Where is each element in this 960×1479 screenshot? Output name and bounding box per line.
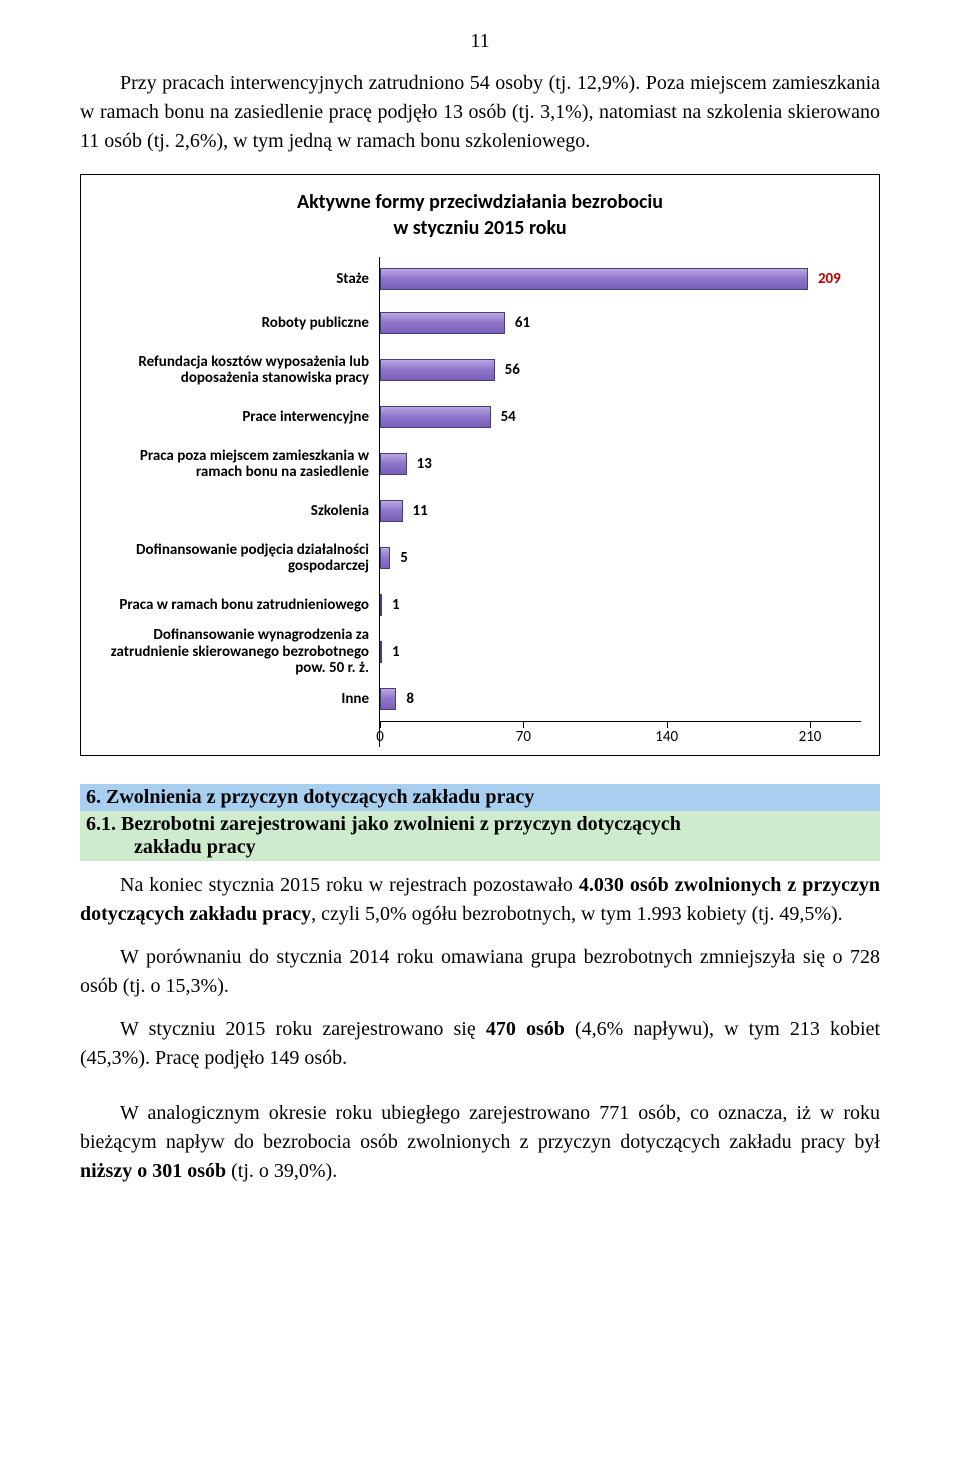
chart-bar bbox=[380, 406, 491, 428]
chart-category-label: Inne bbox=[99, 691, 379, 708]
axis-tick-label: 140 bbox=[655, 728, 678, 746]
axis-spacer bbox=[99, 721, 379, 747]
axis-tick-label: 70 bbox=[516, 728, 531, 746]
chart-title-line2: w styczniu 2015 roku bbox=[393, 216, 566, 240]
chart-category-label: Dofinansowanie wynagrodzenia za zatrudni… bbox=[99, 627, 379, 677]
chart-row-plot: 209 bbox=[379, 257, 861, 301]
chart-row-plot: 1 bbox=[379, 583, 861, 627]
chart-row-plot: 5 bbox=[379, 533, 861, 583]
chart-category-label: Praca w ramach bonu zatrudnieniowego bbox=[99, 597, 379, 614]
chart-row-plot: 11 bbox=[379, 489, 861, 533]
chart-bar bbox=[380, 500, 403, 522]
chart-bar-value: 5 bbox=[400, 549, 408, 567]
axis-tick-label: 0 bbox=[376, 728, 384, 746]
chart-row: Prace interwencyjne 54 bbox=[99, 395, 861, 439]
paragraph-4: W styczniu 2015 roku zarejestrowano się … bbox=[80, 1015, 880, 1073]
page-number: 11 bbox=[80, 30, 880, 53]
section-6-heading: 6. Zwolnienia z przyczyn dotyczących zak… bbox=[80, 784, 880, 811]
chart-category-label: Dofinansowanie podjęcia działalności gos… bbox=[99, 542, 379, 575]
paragraph-5: W analogicznym okresie roku ubiegłego za… bbox=[80, 1099, 880, 1186]
chart-bar bbox=[380, 268, 808, 290]
axis-tick-label: 210 bbox=[799, 728, 822, 746]
p5-bold: niższy o 301 osób bbox=[80, 1160, 226, 1182]
chart-x-axis: 0 70 140 210 bbox=[99, 721, 861, 747]
chart-row: Praca w ramach bonu zatrudnieniowego 1 bbox=[99, 583, 861, 627]
chart-bar-value: 1 bbox=[392, 596, 400, 614]
paragraph-2: Na koniec stycznia 2015 roku w rejestrac… bbox=[80, 871, 880, 929]
paragraph-intro: Przy pracach interwencyjnych zatrudniono… bbox=[80, 69, 880, 156]
chart-bar-value: 56 bbox=[505, 361, 520, 379]
chart-plot-area: Staże 209 Roboty publiczne 61 Refundacja kos… bbox=[99, 257, 861, 721]
chart-category-label: Prace interwencyjne bbox=[99, 409, 379, 426]
chart-category-label: Praca poza miejscem zamieszkania w ramac… bbox=[99, 448, 379, 481]
p4-bold: 470 osób bbox=[486, 1018, 565, 1040]
chart-bar-value: 11 bbox=[413, 502, 428, 520]
chart-row-plot: 56 bbox=[379, 345, 861, 395]
chart-category-label: Refundacja kosztów wyposażenia lub dopos… bbox=[99, 354, 379, 387]
chart-title-line1: Aktywne formy przeciwdziałania bezroboci… bbox=[297, 190, 663, 214]
chart-row-plot: 8 bbox=[379, 677, 861, 721]
chart-bar bbox=[380, 594, 382, 616]
chart-category-label: Szkolenia bbox=[99, 503, 379, 520]
section-6-1-line2: zakładu pracy bbox=[86, 836, 874, 859]
chart-bar-value: 54 bbox=[501, 408, 516, 426]
chart-bar-value: 1 bbox=[392, 643, 400, 661]
chart-row: Praca poza miejscem zamieszkania w ramac… bbox=[99, 439, 861, 489]
chart-container: Aktywne formy przeciwdziałania bezroboci… bbox=[80, 174, 880, 756]
p2-part-a: Na koniec stycznia 2015 roku w rejestrac… bbox=[120, 874, 579, 896]
chart-title: Aktywne formy przeciwdziałania bezroboci… bbox=[99, 189, 861, 241]
chart-bar bbox=[380, 359, 495, 381]
chart-bar-value: 13 bbox=[417, 455, 432, 473]
chart-bar-value: 209 bbox=[818, 270, 841, 288]
chart-bar bbox=[380, 641, 382, 663]
chart-row: Staże 209 bbox=[99, 257, 861, 301]
chart-row: Dofinansowanie podjęcia działalności gos… bbox=[99, 533, 861, 583]
chart-category-label: Staże bbox=[99, 271, 379, 288]
chart-bar bbox=[380, 547, 390, 569]
chart-bar bbox=[380, 453, 407, 475]
p2-part-c: , czyli 5,0% ogółu bezrobotnych, w tym 1… bbox=[311, 903, 843, 925]
chart-row-plot: 13 bbox=[379, 439, 861, 489]
chart-bar-value: 8 bbox=[406, 690, 414, 708]
chart-row-plot: 61 bbox=[379, 301, 861, 345]
chart-bar-value: 61 bbox=[515, 314, 530, 332]
chart-row: Inne 8 bbox=[99, 677, 861, 721]
paragraph-3: W porównaniu do stycznia 2014 roku omawi… bbox=[80, 943, 880, 1001]
chart-row: Roboty publiczne 61 bbox=[99, 301, 861, 345]
chart-row-plot: 54 bbox=[379, 395, 861, 439]
chart-row: Refundacja kosztów wyposażenia lub dopos… bbox=[99, 345, 861, 395]
p5-part-c: (tj. o 39,0%). bbox=[226, 1160, 337, 1182]
chart-row: Szkolenia 11 bbox=[99, 489, 861, 533]
axis-plot: 0 70 140 210 bbox=[379, 721, 861, 747]
chart-bar bbox=[380, 688, 396, 710]
document-page: 11 Przy pracach interwencyjnych zatrudni… bbox=[0, 0, 960, 1250]
section-6-1-heading: 6.1. Bezrobotni zarejestrowani jako zwol… bbox=[80, 811, 880, 861]
p4-part-a: W styczniu 2015 roku zarejestrowano się bbox=[120, 1018, 486, 1040]
chart-row: Dofinansowanie wynagrodzenia za zatrudni… bbox=[99, 627, 861, 677]
chart-row-plot: 1 bbox=[379, 627, 861, 677]
chart-category-label: Roboty publiczne bbox=[99, 315, 379, 332]
section-6-1-line1: 6.1. Bezrobotni zarejestrowani jako zwol… bbox=[86, 813, 681, 835]
p5-part-a: W analogicznym okresie roku ubiegłego za… bbox=[80, 1102, 880, 1153]
chart-bar bbox=[380, 312, 505, 334]
